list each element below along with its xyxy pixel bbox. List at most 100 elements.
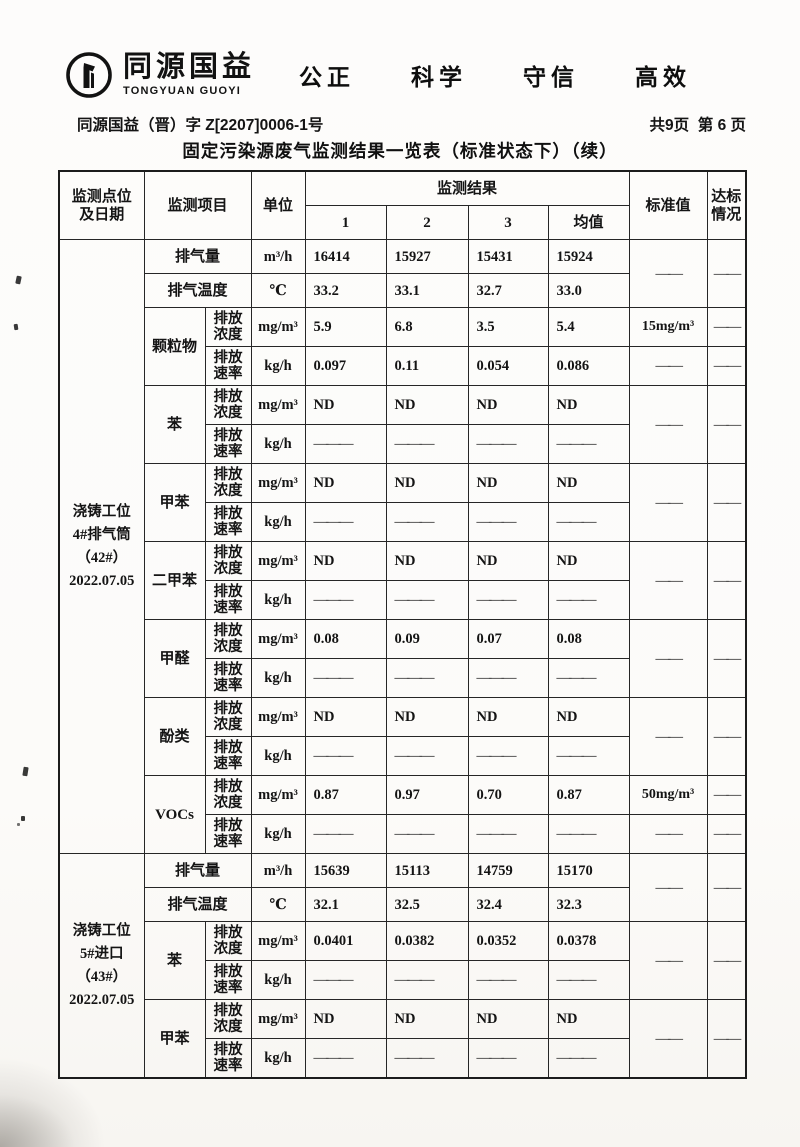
table-cell: 0.08 [547,619,630,659]
table-cell: ——— [467,424,549,464]
table-cell: —— [706,541,747,620]
table-cell: 排放 浓度 [204,999,252,1039]
slogan-word-4: 高效 [635,64,692,90]
table-cell: kg/h [250,1038,306,1079]
table-cell: 0.086 [547,346,630,386]
table-cell: 0.0352 [467,921,549,961]
table-cell: 排放 速率 [204,346,252,386]
slogan: 公正 科学 守信 高效 [299,58,691,92]
table-row: 酚类 排放 浓度 mg/m³ ND ND ND ND —— —— [59,697,747,776]
table-cell: ——— [385,736,469,776]
scan-speck [21,816,25,821]
table-cell: ——— [547,502,630,542]
table-cell: kg/h [250,424,306,464]
table-row: 排放 速率 kg/h ——— ——— ——— ——— [59,658,746,698]
table-cell: 0.87 [547,775,630,815]
table-cell: 33.2 [304,273,387,308]
table-cell: 排气量 [143,239,252,274]
table-cell: 甲苯 [143,463,206,542]
table-cell: ND [547,385,630,425]
table-cell: ND [467,999,549,1039]
table-cell: 排放 速率 [204,502,252,542]
table-cell: ——— [547,814,630,854]
table-cell: ——— [385,814,469,854]
scan-speck [13,323,19,331]
table-cell: 颗粒物 [143,307,206,386]
table-row: 浇铸工位 5#进口 （43#） 2022.07.05 排气量 m³/h 15639 15… [58,853,747,1079]
scan-speck [17,823,20,826]
table-cell: ——— [467,736,549,776]
company-logo: 同源国益 TONGYUAN GUOYI [64,50,255,100]
table-cell: 6.8 [385,307,469,347]
table-cell: 0.0401 [304,921,387,961]
table-cell: 排放 速率 [204,814,252,854]
table-cell: m³/h [250,239,306,274]
table-cell: mg/m³ [250,619,306,659]
table-row: VOCs 排放 浓度 mg/m³ 0.87 0.97 0.70 0.87 50mg/m³ —— [59,775,747,854]
table-cell: —— [628,999,708,1079]
table-cell: ND [304,541,387,581]
table-cell: 0.08 [304,619,387,659]
table-cell: —— [628,814,708,854]
table-cell: 32.1 [304,887,387,922]
table-cell: ——— [304,736,387,776]
results-table-body: 浇铸工位 4#排气筒 （42#） 2022.07.05 排气量 m³/h 16414 1… [58,239,747,1079]
table-cell: ——— [304,814,387,854]
table-cell: mg/m³ [250,999,306,1039]
results-table: 监测点位 及日期 监测项目 单位 监测结果 标准值 达标 情况 1 2 3 均值 浇铸工位 4#排… [58,170,748,1079]
table-cell: 排气温度 [143,273,252,308]
table-row: 排放 速率 kg/h ——— ——— ——— ——— [59,1038,746,1079]
table-cell: ℃ [250,273,306,308]
table-cell: —— [706,307,747,347]
table-cell: ND [547,541,630,581]
table-row: 排放 速率 kg/h ——— ——— ——— ——— [59,960,746,1000]
col-header-point: 监测点位 及日期 [58,170,145,240]
table-cell: 排放 浓度 [204,619,252,659]
table-cell: 14759 [467,853,549,888]
table-cell: ND [385,541,469,581]
table-cell: —— [706,385,747,464]
table-cell: ND [547,999,630,1039]
table-cell: 15639 [304,853,387,888]
table-cell: ——— [385,1038,469,1079]
table-cell: —— [628,697,708,776]
table-cell: 排气量 [143,853,252,888]
table-cell: 32.3 [547,887,630,922]
table-cell: 5.4 [547,307,630,347]
col-header-mean: 均值 [547,205,630,240]
table-cell: ——— [304,424,387,464]
table-cell: 3.5 [467,307,549,347]
table-row: 排放 速率 kg/h ——— ——— ——— ——— —— —— [59,814,747,854]
table-cell: —— [628,385,708,464]
monitoring-point-2: 浇铸工位 5#进口 （43#） 2022.07.05 [58,853,145,1079]
table-cell: —— [628,346,708,386]
slogan-word-3: 守信 [523,64,580,90]
table-cell: 5.9 [304,307,387,347]
table-row: 苯排放 浓度 mg/m³ ND ND ND ND —— —— [59,385,747,464]
table-cell: 32.4 [467,887,549,922]
table-cell: 排气温度 [143,887,252,922]
table-cell: 排放 浓度 [204,541,252,581]
table-cell: mg/m³ [250,385,306,425]
table-cell: kg/h [250,814,306,854]
table-cell: 酚类 [143,697,206,776]
table-cell: —— [628,853,708,922]
table-cell: ND [385,999,469,1039]
table-cell: ——— [304,960,387,1000]
table-cell: ——— [547,1038,630,1079]
table-cell: 排放 浓度 [204,775,252,815]
table-cell: ——— [304,502,387,542]
table-cell: 排放 浓度 [204,697,252,737]
monitoring-point-1: 浇铸工位 4#排气筒 （42#） 2022.07.05 [58,239,145,854]
table-row: 甲苯 排放 浓度 mg/m³ ND ND ND ND —— —— [59,463,747,542]
table-cell: ——— [467,1038,549,1079]
table-row: 苯排放 浓度 mg/m³ 0.0401 0.0382 0.0352 0.0378 —— —— [59,921,747,1000]
col-header-item: 监测项目 [143,170,252,240]
table-cell: mg/m³ [250,697,306,737]
table-row: 二甲苯 排放 浓度 mg/m³ ND ND ND ND —— —— [59,541,747,620]
table-row: 监测点位 及日期 监测项目 单位 监测结果 标准值 达标 情况 [58,170,747,240]
table-cell: ——— [467,658,549,698]
table-cell: ——— [304,1038,387,1079]
table-cell: —— [706,463,747,542]
table-cell: ND [304,697,387,737]
